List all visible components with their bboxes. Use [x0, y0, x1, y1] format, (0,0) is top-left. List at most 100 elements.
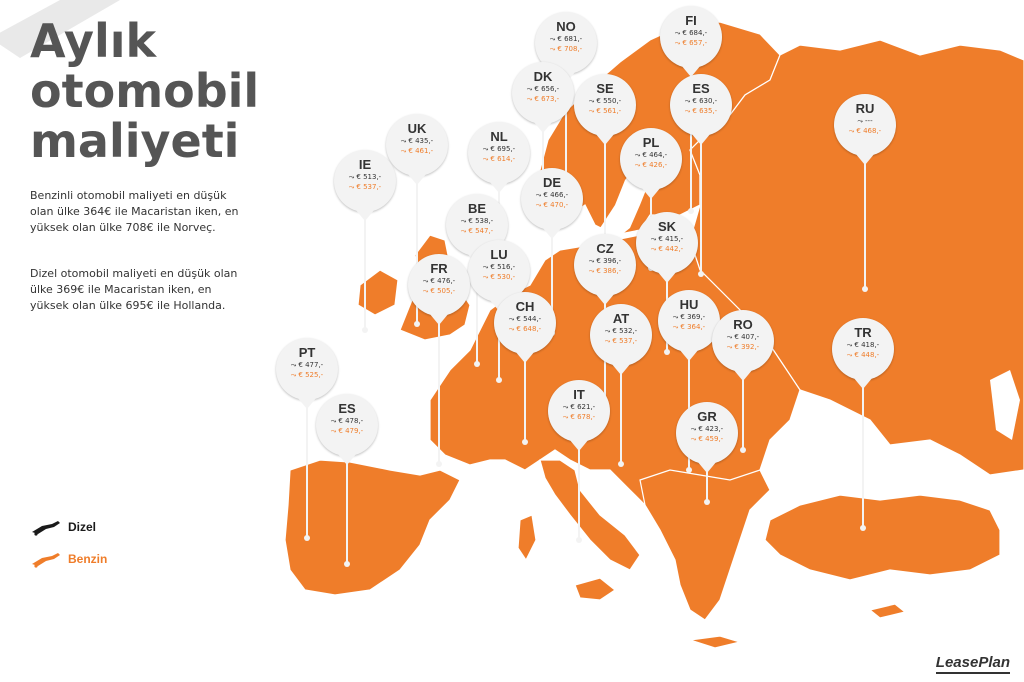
country-code: GR — [697, 409, 717, 424]
petrol-cost: ⤳ € 635,- — [670, 106, 732, 116]
pin-bubble: DE ⤳ € 466,- ⤳ € 470,- — [521, 168, 583, 239]
fuel-nozzle-icon: ⤳ — [650, 245, 657, 253]
fuel-nozzle-icon: ⤳ — [348, 183, 355, 191]
country-code: LU — [490, 247, 508, 262]
country-pin-pt: PT ⤳ € 477,- ⤳ € 525,- — [276, 338, 338, 541]
pin-bubble: TR ⤳ € 418,- ⤳ € 448,- — [832, 318, 894, 389]
petrol-cost: ⤳ € 614,- — [468, 154, 530, 164]
pin-stem — [474, 254, 480, 367]
pin-bubble: AT ⤳ € 532,- ⤳ € 537,- — [590, 304, 652, 375]
fuel-nozzle-icon: ⤳ — [857, 117, 864, 125]
diesel-cost: ⤳ € 684,- — [660, 28, 722, 38]
country-code: CH — [515, 299, 535, 314]
pin-bubble: LU ⤳ € 516,- ⤳ € 530,- — [468, 240, 530, 311]
country-code: IE — [358, 157, 372, 172]
pin-bubble: PL ⤳ € 464,- ⤳ € 426,- — [620, 128, 682, 199]
country-code: NL — [490, 129, 508, 144]
fuel-nozzle-icon: ⤳ — [690, 425, 697, 433]
diesel-cost-value: € 538,- — [468, 217, 494, 225]
country-pin-uk: UK ⤳ € 435,- ⤳ € 461,- — [386, 114, 448, 327]
fuel-nozzle-icon: ⤳ — [846, 351, 853, 359]
pin-bubble: RO ⤳ € 407,- ⤳ € 392,- — [712, 310, 774, 381]
petrol-cost: ⤳ € 673,- — [512, 94, 574, 104]
diesel-summary-text: Dizel otomobil maliyeti en düşük olan ül… — [30, 267, 238, 312]
diesel-cost-value: € 418,- — [854, 341, 880, 349]
country-pin-ie: IE ⤳ € 513,- ⤳ € 537,- — [334, 150, 396, 333]
diesel-cost: ⤳ € 656,- — [512, 84, 574, 94]
country-code: AT — [612, 311, 630, 326]
fuel-nozzle-icon: ⤳ — [726, 343, 733, 351]
fuel-nozzle-icon: ⤳ — [588, 257, 595, 265]
petrol-cost-value: € 505,- — [430, 287, 456, 295]
diesel-cost-value: € 532,- — [612, 327, 638, 335]
pin-stem — [704, 462, 710, 505]
petrol-cost: ⤳ € 479,- — [316, 426, 378, 436]
fuel-nozzle-icon — [32, 521, 60, 536]
pin-bubble: SK ⤳ € 415,- ⤳ € 442,- — [636, 212, 698, 283]
diesel-cost: ⤳ € 396,- — [574, 256, 636, 266]
country-pin-gr: GR ⤳ € 423,- ⤳ € 459,- — [676, 402, 738, 505]
pin-stem — [862, 154, 868, 292]
pin-bubble: UK ⤳ € 435,- ⤳ € 461,- — [386, 114, 448, 185]
petrol-cost: ⤳ € 537,- — [590, 336, 652, 346]
fuel-nozzle-icon: ⤳ — [726, 333, 733, 341]
diesel-cost: ⤳ € 550,- — [574, 96, 636, 106]
country-code: FI — [685, 13, 697, 28]
country-code: CZ — [596, 241, 614, 256]
diesel-cost: ⤳ € 630,- — [670, 96, 732, 106]
pin-stem — [436, 314, 442, 467]
country-pin-ro: RO ⤳ € 407,- ⤳ € 392,- — [712, 310, 774, 453]
diesel-cost: ⤳ € 415,- — [636, 234, 698, 244]
pin-stem — [522, 352, 528, 445]
fuel-nozzle-icon: ⤳ — [684, 107, 691, 115]
country-pin-nl: NL ⤳ € 695,- ⤳ € 614,- — [468, 122, 530, 275]
pin-bubble: HU ⤳ € 369,- ⤳ € 364,- — [658, 290, 720, 361]
country-pin-ch: CH ⤳ € 544,- ⤳ € 648,- — [494, 292, 556, 445]
diesel-cost-value: € 466,- — [543, 191, 569, 199]
fuel-nozzle-icon: ⤳ — [562, 413, 569, 421]
fuel-nozzle-icon: ⤳ — [460, 217, 467, 225]
fuel-nozzle-icon: ⤳ — [604, 327, 611, 335]
pin-bubble: CZ ⤳ € 396,- ⤳ € 386,- — [574, 234, 636, 305]
petrol-cost-value: € 386,- — [596, 267, 622, 275]
country-pin-dk: DK ⤳ € 656,- ⤳ € 673,- — [512, 62, 574, 220]
fuel-nozzle-icon: ⤳ — [482, 145, 489, 153]
fuel-nozzle-icon: ⤳ — [690, 435, 697, 443]
fuel-nozzle-icon: ⤳ — [535, 201, 542, 209]
diesel-cost-value: € 396,- — [596, 257, 622, 265]
petrol-cost-value: € 468,- — [856, 127, 882, 135]
diesel-cost: ⤳ € 544,- — [494, 314, 556, 324]
page-title: Aylık otomobil maliyeti — [30, 16, 259, 166]
petrol-cost: ⤳ € 547,- — [446, 226, 508, 236]
region-italy — [539, 459, 641, 571]
diesel-cost-value: € 513,- — [356, 173, 382, 181]
diesel-cost-value: € 684,- — [682, 29, 708, 37]
fuel-nozzle-icon: ⤳ — [460, 227, 467, 235]
petrol-cost-value: € 673,- — [534, 95, 560, 103]
country-pin-lu: LU ⤳ € 516,- ⤳ € 530,- — [468, 240, 530, 383]
title-line-1: Aylık — [30, 14, 157, 68]
country-code: PT — [298, 345, 316, 360]
country-code: SK — [657, 219, 677, 234]
fuel-nozzle-icon: ⤳ — [400, 147, 407, 155]
petrol-cost-value: € 525,- — [298, 371, 324, 379]
diesel-cost: ⤳ € 681,- — [535, 34, 597, 44]
diesel-cost: ⤳ € 538,- — [446, 216, 508, 226]
country-code: FR — [430, 261, 448, 276]
diesel-cost: ⤳ € 477,- — [276, 360, 338, 370]
fuel-nozzle-icon: ⤳ — [526, 95, 533, 103]
diesel-cost: ⤳ € 418,- — [832, 340, 894, 350]
fuel-nozzle-icon: ⤳ — [508, 325, 515, 333]
region-balkans — [639, 469, 771, 621]
diesel-cost-value: € 656,- — [534, 85, 560, 93]
country-pin-it: IT ⤳ € 621,- ⤳ € 678,- — [548, 380, 610, 543]
country-code: RU — [855, 101, 875, 116]
diesel-cost-value: € 369,- — [680, 313, 706, 321]
fuel-nozzle-icon: ⤳ — [290, 361, 297, 369]
petrol-cost-value: € 614,- — [490, 155, 516, 163]
petrol-cost-value: € 364,- — [680, 323, 706, 331]
pin-bubble: PT ⤳ € 477,- ⤳ € 525,- — [276, 338, 338, 409]
country-pin-ru: RU ⤳ --- ⤳ € 468,- — [834, 94, 896, 292]
pin-stem — [618, 364, 624, 467]
fuel-nozzle-icon: ⤳ — [508, 315, 515, 323]
